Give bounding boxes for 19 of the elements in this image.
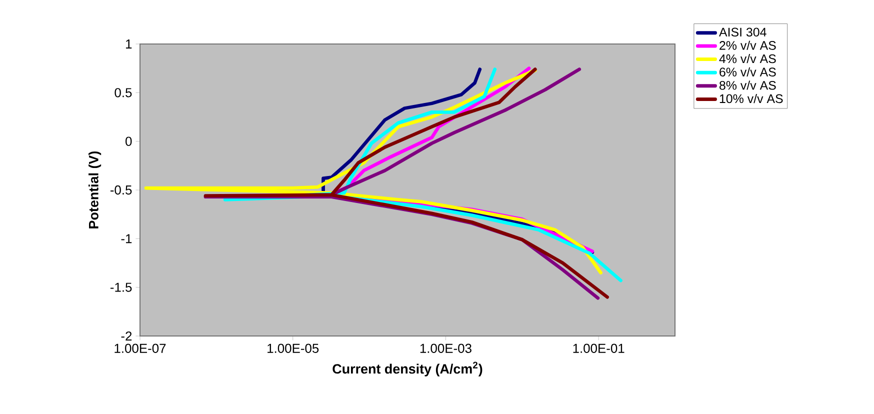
legend-label: 10% v/v AS <box>720 94 783 104</box>
y-tick-label: 1 <box>126 40 132 48</box>
x-tick-label: 1.00E-05 <box>268 344 319 353</box>
x-tick-label: 1.00E-07 <box>114 344 166 353</box>
x-axis-title: Current density (A/cm$^{2}$) <box>332 362 482 376</box>
legend-label: 2% v/v AS <box>720 40 776 50</box>
y-tick-label: 0 <box>126 136 132 146</box>
x-tick-label: 1.00E-03 <box>420 344 472 353</box>
legend-label: 4% v/v AS <box>719 54 776 64</box>
legend-label: 6% v/v AS <box>720 67 776 76</box>
y-tick-label: -2 <box>121 331 132 341</box>
y-axis-title: Potential (V) <box>88 151 102 228</box>
y-tick-label: -1.5 <box>110 282 132 292</box>
y-tick-label: -1 <box>121 234 132 244</box>
legend-label: AISI 304 <box>719 28 766 37</box>
x-tick-label: 1.00E-01 <box>573 344 624 353</box>
legend-label: 8% v/v AS <box>720 80 776 90</box>
y-tick-label: -0.5 <box>110 185 132 195</box>
y-tick-label: 0.5 <box>114 88 132 98</box>
